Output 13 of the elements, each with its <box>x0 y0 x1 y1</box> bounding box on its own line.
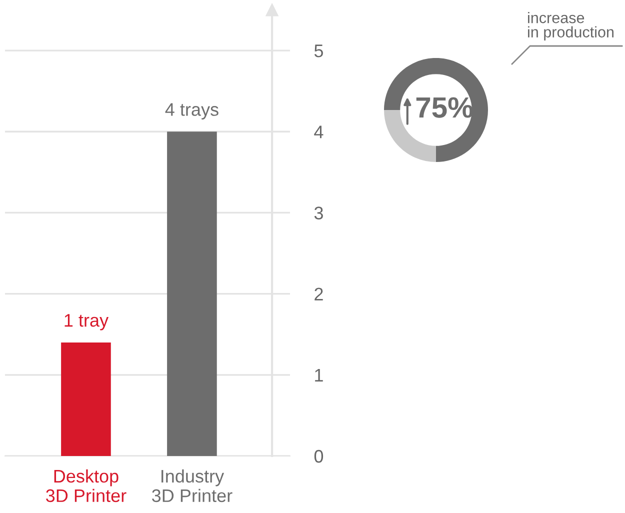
y-tick-label: 1 <box>315 369 323 382</box>
y-tick-label: 5 <box>314 44 323 58</box>
x-tick-label: Desktop 3D Printer <box>46 469 126 502</box>
donut-slice <box>384 58 488 162</box>
data-label: 75% <box>416 97 473 118</box>
data-label: 1 tray <box>64 314 109 330</box>
text: increase in production <box>528 12 614 40</box>
x-tick-label: Industry 3D Printer <box>152 469 232 502</box>
data-label: 4 trays <box>165 103 218 120</box>
y-tick-label: 2 <box>314 288 323 300</box>
y-tick-label: 0 <box>314 450 324 463</box>
y-tick-label: 4 <box>314 126 324 138</box>
y-tick-label: 3 <box>314 206 323 220</box>
